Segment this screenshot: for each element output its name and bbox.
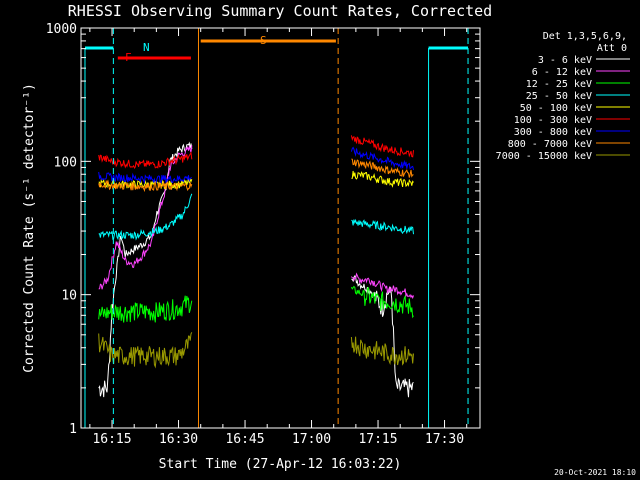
x-axis: 16:15 16:30 16:45 17:00 17:15 17:30	[89, 28, 468, 447]
series-line-1-seg2	[351, 272, 414, 300]
legend-entry-label-4: 50 - 100 keV	[520, 103, 592, 114]
series-line-2-seg2	[350, 285, 414, 319]
series-line-0-seg2	[351, 275, 414, 398]
legend-title-line-1: Att 0	[597, 43, 627, 54]
series-line-4-seg1	[98, 178, 193, 191]
series-line-6-seg2	[350, 146, 414, 171]
series-line-6-seg1	[98, 171, 192, 185]
y-tick-label-3: 1000	[46, 22, 77, 37]
x-tick-label-4: 17:15	[358, 432, 397, 447]
series-line-0-seg1	[98, 141, 193, 398]
night-flag-label: N	[143, 41, 150, 54]
y-tick-label-1: 10	[61, 289, 77, 304]
series-line-7-seg2	[351, 158, 414, 178]
y-tick-label-0: 1	[69, 422, 77, 437]
legend-entry-label-2: 12 - 25 keV	[526, 79, 592, 90]
series-line-2-seg1	[98, 295, 193, 323]
legend-entry-label-1: 6 - 12 keV	[532, 67, 592, 78]
series-line-5-seg1	[98, 151, 193, 170]
series-line-3-seg1	[98, 193, 193, 241]
footer-date: 20-Oct-2021 18:10	[554, 468, 636, 477]
legend-entry-label-0: 3 - 6 keV	[538, 55, 592, 66]
legend-entry-label-8: 7000 - 15000 keV	[496, 151, 592, 162]
series-line-7-seg1	[98, 179, 193, 193]
x-tick-label-5: 17:30	[425, 432, 464, 447]
x-tick-label-3: 17:00	[292, 432, 331, 447]
series-line-4-seg2	[351, 170, 414, 188]
legend-title-line-0: Det 1,3,5,6,9,	[543, 31, 627, 42]
x-tick-label-1: 16:30	[159, 432, 198, 447]
x-tick-label-2: 16:45	[225, 432, 264, 447]
x-axis-label: Start Time (27-Apr-12 16:03:22)	[159, 457, 402, 472]
flare-flag-label: F	[125, 51, 132, 64]
series-line-1-seg1	[98, 144, 193, 290]
legend-entry-label-7: 800 - 7000 keV	[508, 139, 592, 150]
series-line-5-seg2	[350, 135, 414, 158]
y-axis: 1 10 100 1000	[46, 22, 480, 437]
chart-title: RHESSI Observing Summary Count Rates, Co…	[68, 2, 492, 20]
x-tick-label-0: 16:15	[92, 432, 131, 447]
legend-entry-label-6: 300 - 800 keV	[514, 127, 592, 138]
y-axis-label: Corrected Count Rate (s⁻¹ detector⁻¹)	[22, 83, 37, 373]
series-line-3-seg2	[351, 218, 414, 235]
legend-entry-label-5: 100 - 300 keV	[514, 115, 592, 126]
y-tick-label-2: 100	[54, 155, 77, 170]
series-line-8-seg1	[98, 332, 193, 369]
plot-frame	[80, 27, 481, 429]
series-line-8-seg2	[350, 336, 414, 366]
saa-flag-label: S	[260, 34, 267, 47]
legend-entry-label-3: 25 - 50 keV	[526, 91, 592, 102]
